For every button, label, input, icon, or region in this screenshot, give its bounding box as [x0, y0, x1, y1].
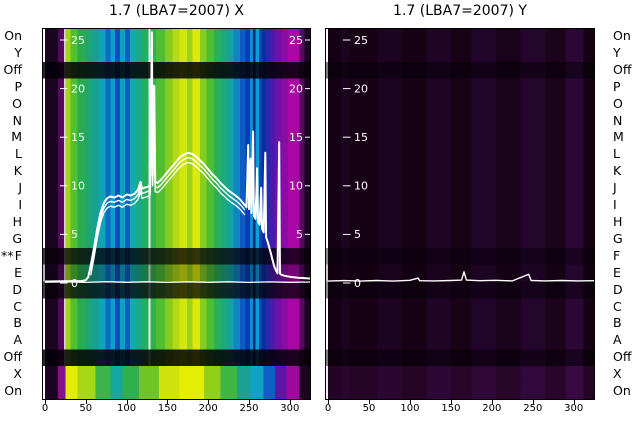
value-scale-label: 10 [354, 180, 368, 193]
row-label-right-5: N [613, 112, 623, 128]
x-tick-label: 200 [482, 403, 502, 414]
x-tick-mark [409, 400, 411, 404]
row-label-right-1: Y [613, 44, 621, 60]
row-label-left-3: P [14, 78, 22, 94]
row-label-left-5: N [12, 112, 22, 128]
value-scale-label: 25 [71, 34, 85, 47]
x-tick-mark [328, 400, 329, 404]
x-tick-label: 200 [198, 403, 218, 414]
x-tick-label: 250 [523, 403, 543, 414]
row-label-left-12: G [12, 230, 22, 246]
x-tick-label: 50 [79, 403, 93, 414]
x-tick-mark [532, 400, 534, 404]
row-label-right-16: C [613, 298, 622, 314]
row-label-right-3: P [613, 78, 621, 94]
value-scale-label: 5 [71, 228, 78, 241]
row-label-left-18: A [13, 332, 22, 348]
row-label-right-8: K [613, 163, 622, 179]
value-scale-label: 15 [71, 131, 85, 144]
value-scale-label: 5 [354, 228, 361, 241]
heatmap-panel-x: 25 20 15 10 5 0 25 20 15 10 5 [42, 28, 312, 400]
x-tick-label: 0 [41, 403, 49, 414]
row-label-left-1: Y [14, 44, 22, 60]
row-label-left-15: D [12, 281, 22, 297]
row-label-right-11: H [613, 214, 623, 229]
row-label-right-20: X [613, 366, 622, 382]
x-tick-mark [126, 400, 128, 404]
row-label-left-11: H [12, 214, 22, 229]
x-tick-label: 150 [157, 403, 177, 414]
row-label-left-2: Off [3, 61, 22, 77]
row-label-right-12: G [613, 230, 623, 246]
x-tick-mark [369, 400, 370, 404]
row-label-right-21: On [613, 383, 631, 399]
x-tick-label: 100 [400, 403, 420, 414]
x-tick-mark [45, 400, 46, 404]
row-label-right-14: E [613, 264, 621, 280]
value-scale-label: 25 [354, 34, 368, 47]
value-scale-label-right: 5 [296, 228, 303, 241]
x-tick-mark [167, 400, 169, 404]
row-label-right-2: Off [613, 61, 632, 77]
x-tick-mark [249, 400, 250, 404]
row-label-left-19: Off [3, 349, 22, 365]
x-tick-label: 0 [324, 403, 332, 414]
x-tick-mark [450, 400, 452, 404]
value-scale-label: 20 [71, 82, 85, 95]
x-tick-mark [208, 400, 210, 404]
heatmap-y-svg: 25 20 15 10 5 0 [325, 28, 596, 400]
row-label-right-17: B [613, 315, 622, 331]
x-tick-label: 250 [239, 403, 259, 414]
value-scale-label-right: 20 [289, 82, 303, 95]
heatmap-x-svg: 25 20 15 10 5 0 25 20 15 10 5 [42, 28, 312, 400]
x-tick-mark [85, 400, 87, 404]
row-label-right-19: Off [613, 349, 632, 365]
row-label-right-15: D [613, 281, 623, 297]
value-scale-label-right: 10 [289, 180, 303, 193]
value-scale-label: 15 [354, 131, 368, 144]
x-tick-label: 300 [564, 403, 584, 414]
row-label-left-4: O [12, 95, 22, 111]
row-label-left-20: X [13, 366, 22, 382]
x-tick-label: 100 [117, 403, 137, 414]
row-label-left-16: C [13, 298, 22, 314]
row-label-right-0: On [613, 28, 631, 43]
value-scale-label: 20 [354, 82, 368, 95]
row-label-left-21: On [4, 383, 22, 399]
row-label-right-18: A [613, 332, 622, 348]
panel-x-title: 1.7 (LBA7=2007) X [109, 3, 244, 19]
row-label-right-6: M [613, 129, 624, 145]
row-flag-asterisks: ** [1, 247, 14, 263]
row-label-left-9: J [18, 180, 22, 196]
x-tick-label: 50 [362, 403, 376, 414]
value-scale-label: 0 [71, 277, 78, 290]
x-tick-mark [289, 400, 291, 404]
row-label-right-10: I [613, 197, 617, 213]
row-label-left-8: K [13, 163, 22, 179]
value-scale-label-right: 25 [289, 34, 303, 47]
row-label-left-17: B [13, 315, 22, 331]
row-label-left-7: L [15, 146, 22, 162]
row-label-left-0: On [4, 28, 22, 43]
row-label-right-9: J [613, 180, 617, 196]
x-tick-label: 300 [280, 403, 300, 414]
value-scale-label-right: 15 [289, 131, 303, 144]
row-label-left-6: M [11, 129, 22, 145]
row-label-right-4: O [613, 95, 623, 111]
value-scale-label: 0 [354, 277, 361, 290]
row-label-right-7: L [613, 146, 620, 162]
row-label-left-14: E [14, 264, 22, 280]
x-tick-label: 150 [441, 403, 461, 414]
x-tick-mark [491, 400, 493, 404]
row-label-right-13: F [613, 247, 621, 263]
value-scale-label: 10 [71, 180, 85, 193]
heatmap-panel-y: 25 20 15 10 5 0 [325, 28, 596, 400]
row-label-left-10: I [18, 197, 22, 213]
x-tick-mark [573, 400, 575, 404]
panel-y-title: 1.7 (LBA7=2007) Y [393, 3, 527, 19]
